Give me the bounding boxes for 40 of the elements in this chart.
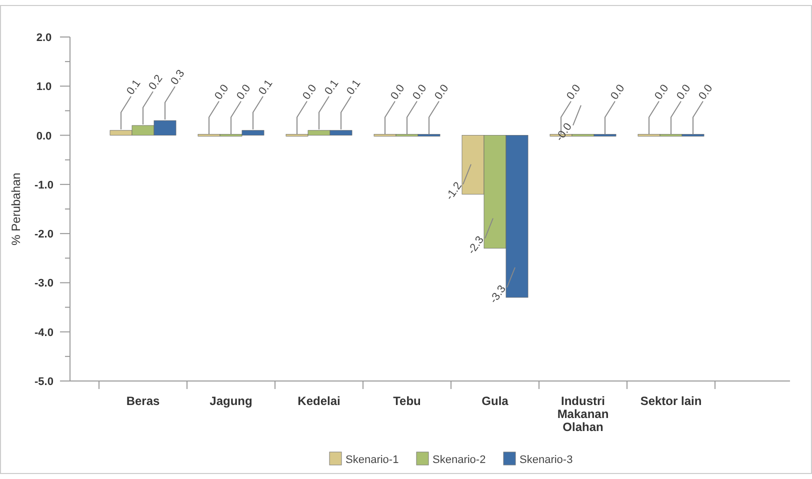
x-tick-label: Jagung	[210, 394, 252, 408]
data-label: 0.1	[124, 78, 144, 98]
y-tick-label: -5.0	[34, 376, 54, 388]
x-tick-label: Sektor lain	[640, 394, 702, 408]
y-tick-label: -1.0	[34, 179, 54, 192]
legend-label: Skenario-1	[346, 454, 399, 466]
data-label: 0.0	[300, 82, 320, 102]
x-tick-label: Tebu	[393, 394, 421, 408]
x-tick-label: Kedelai	[298, 394, 340, 408]
data-label: 0.1	[344, 78, 364, 98]
data-label: 0.0	[234, 82, 254, 102]
legend-label: Skenario-3	[520, 454, 573, 466]
data-label: -0.0	[554, 121, 574, 144]
data-label: 0.1	[256, 78, 276, 98]
data-label: -1.2	[444, 180, 464, 203]
data-label: 0.0	[652, 82, 672, 102]
data-label: 0.1	[322, 78, 342, 98]
data-label: 0.0	[564, 82, 584, 102]
data-label: 0.0	[674, 82, 694, 102]
data-label: 0.0	[410, 82, 430, 102]
data-label: 0.0	[696, 82, 716, 102]
y-tick-label: -3.0	[34, 278, 54, 290]
x-tick-label: Gula	[482, 394, 509, 408]
data-label: 0.0	[388, 82, 408, 102]
data-label: 0.0	[608, 82, 628, 102]
data-label: -2.3	[466, 234, 486, 257]
data-label: -3.3	[488, 283, 508, 306]
data-label: 0.3	[168, 68, 188, 88]
y-axis-title: % Perubahan	[9, 172, 23, 246]
data-label: 0.2	[146, 72, 166, 92]
y-tick-label: -2.0	[34, 228, 54, 241]
y-tick-label: 0.0	[36, 130, 52, 142]
x-tick-label: Industri Makanan Olahan	[557, 394, 609, 434]
data-label: 0.0	[432, 82, 452, 102]
y-tick-label: -4.0	[34, 326, 54, 339]
x-tick-label: Beras	[126, 394, 160, 408]
data-label: 0.0	[212, 82, 232, 102]
legend-label: Skenario-2	[432, 454, 486, 466]
y-tick-label: 1.0	[36, 81, 52, 94]
y-tick-label: 2.0	[36, 32, 52, 44]
